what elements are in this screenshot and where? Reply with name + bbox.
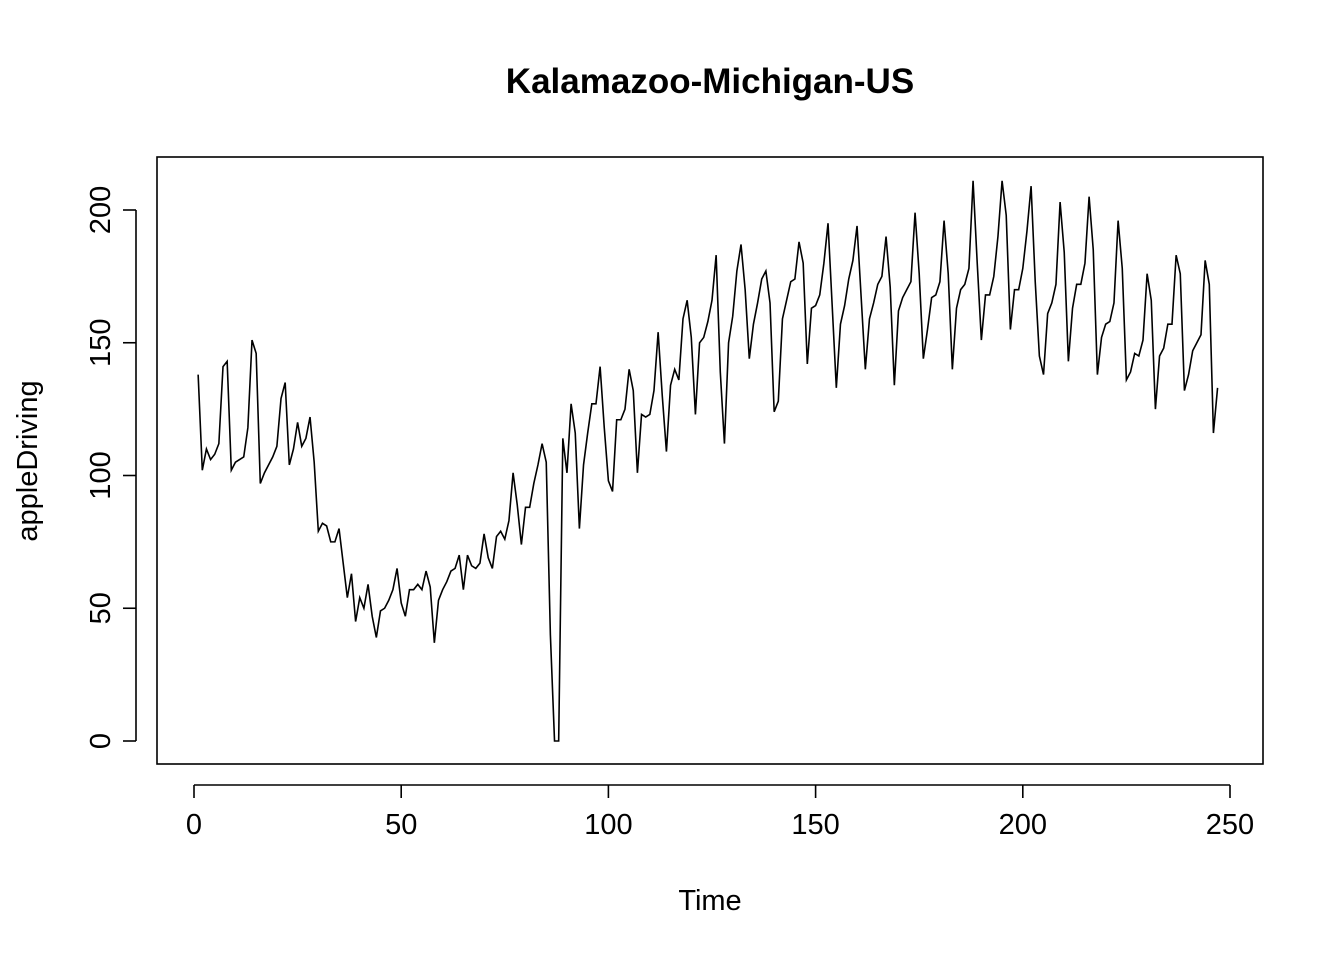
y-tick-label: 0 <box>85 733 117 749</box>
x-axis: 0 50 100 150 200 250 <box>186 784 1254 841</box>
y-tick-label: 50 <box>85 592 117 624</box>
series-line <box>197 180 1219 742</box>
x-tick-label: 200 <box>999 809 1047 841</box>
x-tick-label: 150 <box>791 809 839 841</box>
y-tick-label: 100 <box>85 451 117 499</box>
y-axis: 0 50 100 150 200 <box>85 186 137 749</box>
plot-box <box>156 156 1264 765</box>
chart-title: Kalamazoo-Michigan-US <box>506 62 914 101</box>
x-tick-label: 100 <box>584 809 632 841</box>
x-tick-label: 250 <box>1206 809 1254 841</box>
x-tick-label: 0 <box>186 809 202 841</box>
x-tick-label: 50 <box>385 809 417 841</box>
y-axis-label: appleDriving <box>12 380 44 541</box>
x-axis-label: Time <box>678 885 741 917</box>
y-tick-label: 200 <box>85 186 117 234</box>
y-tick-label: 150 <box>85 319 117 367</box>
